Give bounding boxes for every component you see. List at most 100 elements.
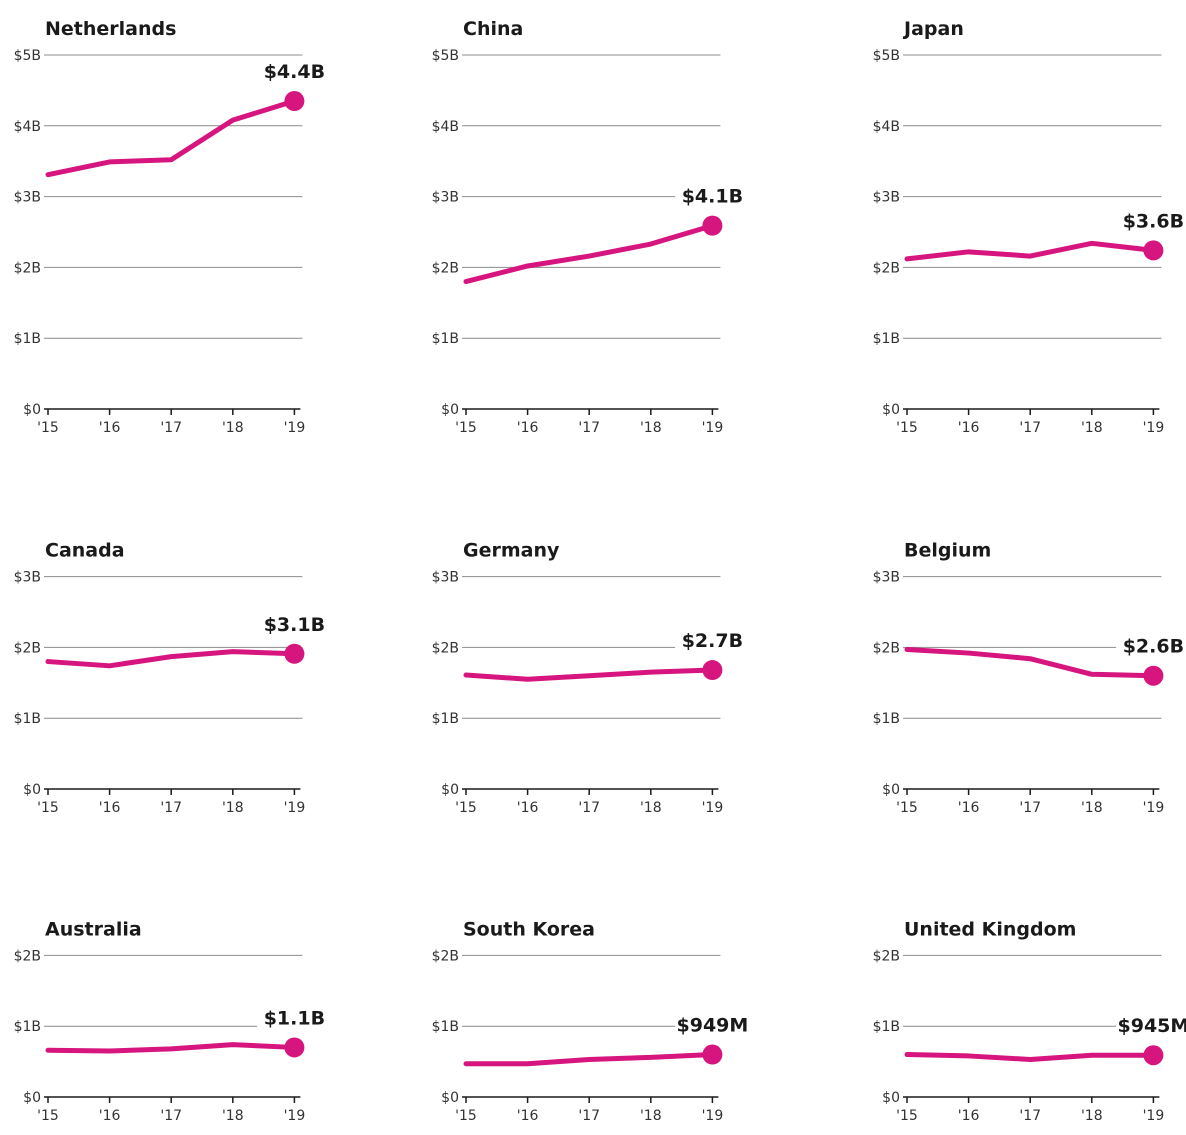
end-value-label: $2.7B bbox=[682, 630, 743, 652]
series-line bbox=[907, 1055, 1153, 1060]
end-point-marker bbox=[284, 644, 304, 664]
x-tick-label: '17 bbox=[578, 1108, 600, 1124]
y-tick-label: $0 bbox=[882, 1090, 900, 1106]
panel-title: Germany bbox=[463, 540, 560, 562]
end-point-marker bbox=[702, 660, 722, 680]
end-point-marker bbox=[284, 91, 304, 111]
x-tick-label: '16 bbox=[99, 800, 121, 816]
end-value-label: $1.1B bbox=[264, 1007, 325, 1029]
x-tick-label: '18 bbox=[1081, 420, 1103, 436]
x-tick-label: '19 bbox=[1143, 420, 1165, 436]
panel-title: South Korea bbox=[463, 918, 595, 940]
series-line bbox=[466, 226, 712, 282]
x-tick-label: '17 bbox=[160, 1108, 182, 1124]
y-tick-label: $1B bbox=[14, 1019, 41, 1035]
y-tick-label: $0 bbox=[441, 402, 459, 418]
y-tick-label: $1B bbox=[432, 711, 459, 727]
y-tick-label: $5B bbox=[14, 48, 41, 64]
y-tick-label: $2B bbox=[14, 640, 41, 656]
end-point-marker bbox=[1143, 240, 1163, 260]
series-line bbox=[48, 1045, 294, 1051]
x-tick-label: '18 bbox=[1081, 1108, 1103, 1124]
x-tick-label: '17 bbox=[1019, 800, 1041, 816]
x-tick-label: '15 bbox=[896, 800, 918, 816]
x-tick-label: '19 bbox=[1143, 1108, 1165, 1124]
series-line bbox=[48, 101, 294, 175]
x-tick-label: '16 bbox=[958, 420, 980, 436]
y-tick-label: $3B bbox=[14, 570, 41, 586]
x-tick-label: '15 bbox=[896, 1108, 918, 1124]
y-tick-label: $2B bbox=[432, 948, 459, 964]
x-tick-label: '19 bbox=[702, 800, 724, 816]
x-tick-label: '18 bbox=[222, 420, 244, 436]
end-value-label: $4.4B bbox=[264, 61, 325, 83]
y-tick-label: $0 bbox=[441, 1090, 459, 1106]
end-value-label: $3.6B bbox=[1123, 210, 1184, 232]
panel-title: United Kingdom bbox=[904, 918, 1076, 940]
x-tick-label: '19 bbox=[284, 420, 306, 436]
y-tick-label: $5B bbox=[432, 48, 459, 64]
y-tick-label: $1B bbox=[873, 711, 900, 727]
x-tick-label: '15 bbox=[37, 800, 59, 816]
panel-canada: $0$1B$2B$3BCanada'15'16'17'18'19$3.1B bbox=[14, 540, 332, 816]
y-tick-label: $0 bbox=[441, 782, 459, 798]
y-tick-label: $0 bbox=[23, 1090, 41, 1106]
panel-title: Belgium bbox=[904, 540, 991, 562]
x-tick-label: '16 bbox=[958, 1108, 980, 1124]
x-tick-label: '15 bbox=[896, 420, 918, 436]
x-tick-label: '17 bbox=[1019, 1108, 1041, 1124]
y-tick-label: $0 bbox=[23, 402, 41, 418]
y-tick-label: $4B bbox=[873, 119, 900, 135]
y-tick-label: $2B bbox=[873, 260, 900, 276]
y-tick-label: $3B bbox=[432, 570, 459, 586]
x-tick-label: '18 bbox=[640, 420, 662, 436]
x-tick-label: '15 bbox=[37, 1108, 59, 1124]
end-value-label: $2.6B bbox=[1123, 636, 1184, 658]
panel-title: Canada bbox=[45, 540, 125, 562]
x-tick-label: '19 bbox=[702, 1108, 724, 1124]
x-tick-label: '17 bbox=[578, 800, 600, 816]
panel-title: Netherlands bbox=[45, 18, 176, 40]
end-point-marker bbox=[284, 1037, 304, 1057]
end-value-label: $4.1B bbox=[682, 186, 743, 208]
x-tick-label: '18 bbox=[1081, 800, 1103, 816]
y-tick-label: $5B bbox=[873, 48, 900, 64]
x-tick-label: '18 bbox=[640, 800, 662, 816]
y-tick-label: $2B bbox=[873, 640, 900, 656]
x-tick-label: '17 bbox=[578, 420, 600, 436]
end-value-label: $3.1B bbox=[264, 614, 325, 636]
x-tick-label: '16 bbox=[99, 1108, 121, 1124]
x-tick-label: '15 bbox=[455, 1108, 477, 1124]
end-value-label: $945M bbox=[1118, 1015, 1186, 1037]
end-point-marker bbox=[1143, 666, 1163, 686]
x-tick-label: '17 bbox=[160, 420, 182, 436]
y-tick-label: $2B bbox=[14, 260, 41, 276]
x-tick-label: '18 bbox=[222, 800, 244, 816]
end-point-marker bbox=[702, 1045, 722, 1065]
y-tick-label: $2B bbox=[432, 260, 459, 276]
x-tick-label: '17 bbox=[160, 800, 182, 816]
x-tick-label: '19 bbox=[702, 420, 724, 436]
y-tick-label: $0 bbox=[882, 782, 900, 798]
y-tick-label: $3B bbox=[432, 190, 459, 206]
y-tick-label: $0 bbox=[882, 402, 900, 418]
series-line bbox=[466, 670, 712, 679]
x-tick-label: '19 bbox=[284, 1108, 306, 1124]
y-tick-label: $0 bbox=[23, 782, 41, 798]
y-tick-label: $1B bbox=[14, 711, 41, 727]
y-tick-label: $2B bbox=[873, 948, 900, 964]
panel-title: Japan bbox=[902, 18, 964, 40]
y-tick-label: $1B bbox=[873, 331, 900, 347]
end-point-marker bbox=[1143, 1045, 1163, 1065]
series-line bbox=[907, 243, 1153, 259]
x-tick-label: '16 bbox=[517, 1108, 539, 1124]
x-tick-label: '16 bbox=[517, 420, 539, 436]
